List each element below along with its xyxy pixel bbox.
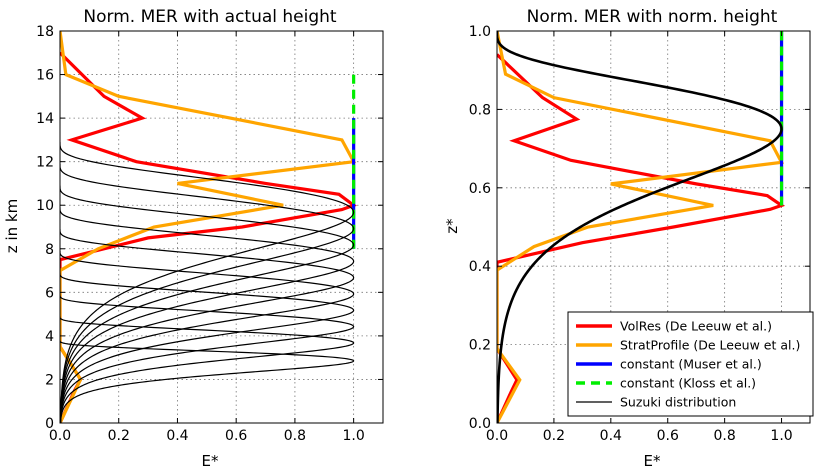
legend-label: constant (Kloss et al.): [620, 376, 756, 391]
y-tick-label: 2: [45, 372, 54, 388]
stratprofile-series-line: [497, 31, 785, 423]
y-tick-label: 12: [36, 155, 54, 171]
x-tick-label: 0.8: [714, 428, 736, 444]
legend-label: VolRes (De Leeuw et al.): [620, 319, 772, 334]
suzuki-distribution-line: [60, 316, 355, 423]
x-tick-label: 0.2: [108, 428, 130, 444]
legend-label: constant (Muser et al.): [620, 357, 762, 372]
y-tick-label: 4: [45, 329, 54, 345]
y-tick-label: 6: [45, 285, 54, 301]
left-chart-panel: Norm. MER with actual height E* z in km …: [3, 7, 384, 470]
x-tick-label: 0.2: [543, 428, 565, 444]
x-tick-label: 0.6: [657, 428, 679, 444]
x-tick-label: 1.0: [343, 428, 365, 444]
left-chart-xlabel: E*: [202, 452, 219, 470]
y-tick-label: 0.8: [469, 102, 491, 118]
y-tick-label: 0.2: [469, 338, 491, 354]
x-tick-label: 0.4: [166, 428, 188, 444]
chart-legend: VolRes (De Leeuw et al.) StratProfile (De…: [567, 311, 814, 417]
right-chart-ylabel: z*: [443, 218, 461, 234]
y-tick-label: 16: [36, 68, 54, 84]
x-tick-label: 0.0: [486, 428, 508, 444]
right-chart-panel: Norm. MER with norm. height E* z* 0.0 0.2…: [443, 7, 811, 470]
x-tick-label: 0.4: [600, 428, 622, 444]
y-tick-label: 10: [36, 198, 54, 214]
series-group: [60, 31, 357, 423]
suzuki-distribution-line: [60, 250, 355, 423]
left-chart-ylabel: z in km: [3, 199, 21, 253]
y-tick-label: 0: [45, 416, 54, 432]
x-tick-label: 0.0: [49, 428, 71, 444]
x-tick-label: 0.8: [284, 428, 306, 444]
axes-frame: [59, 30, 384, 424]
suzuki-distribution-line: [60, 272, 355, 423]
legend-label: Suzuki distribution: [620, 395, 736, 410]
y-tick-label: 14: [36, 111, 54, 127]
x-tick-label: 1.0: [770, 428, 792, 444]
suzuki-distribution-line: [497, 31, 783, 423]
stratprofile-series-line: [60, 31, 357, 423]
right-chart-title: Norm. MER with norm. height: [527, 7, 778, 27]
y-tick-label: 8: [45, 242, 54, 258]
axes-frame: [496, 30, 811, 424]
x-tick-label: 0.6: [225, 428, 247, 444]
suzuki-distribution-line: [60, 294, 355, 423]
y-tick-label: 18: [36, 24, 54, 40]
y-tick-label: 1.0: [469, 24, 491, 40]
series-group: [497, 31, 786, 423]
y-tick-label: 0.6: [469, 181, 491, 197]
y-tick-label: 0.4: [469, 259, 491, 275]
right-chart-xlabel: E*: [644, 452, 661, 470]
legend-label: StratProfile (De Leeuw et al.): [620, 338, 800, 353]
left-chart-title: Norm. MER with actual height: [83, 7, 337, 27]
suzuki-distribution-line: [60, 142, 355, 423]
y-tick-label: 0.0: [469, 416, 491, 432]
